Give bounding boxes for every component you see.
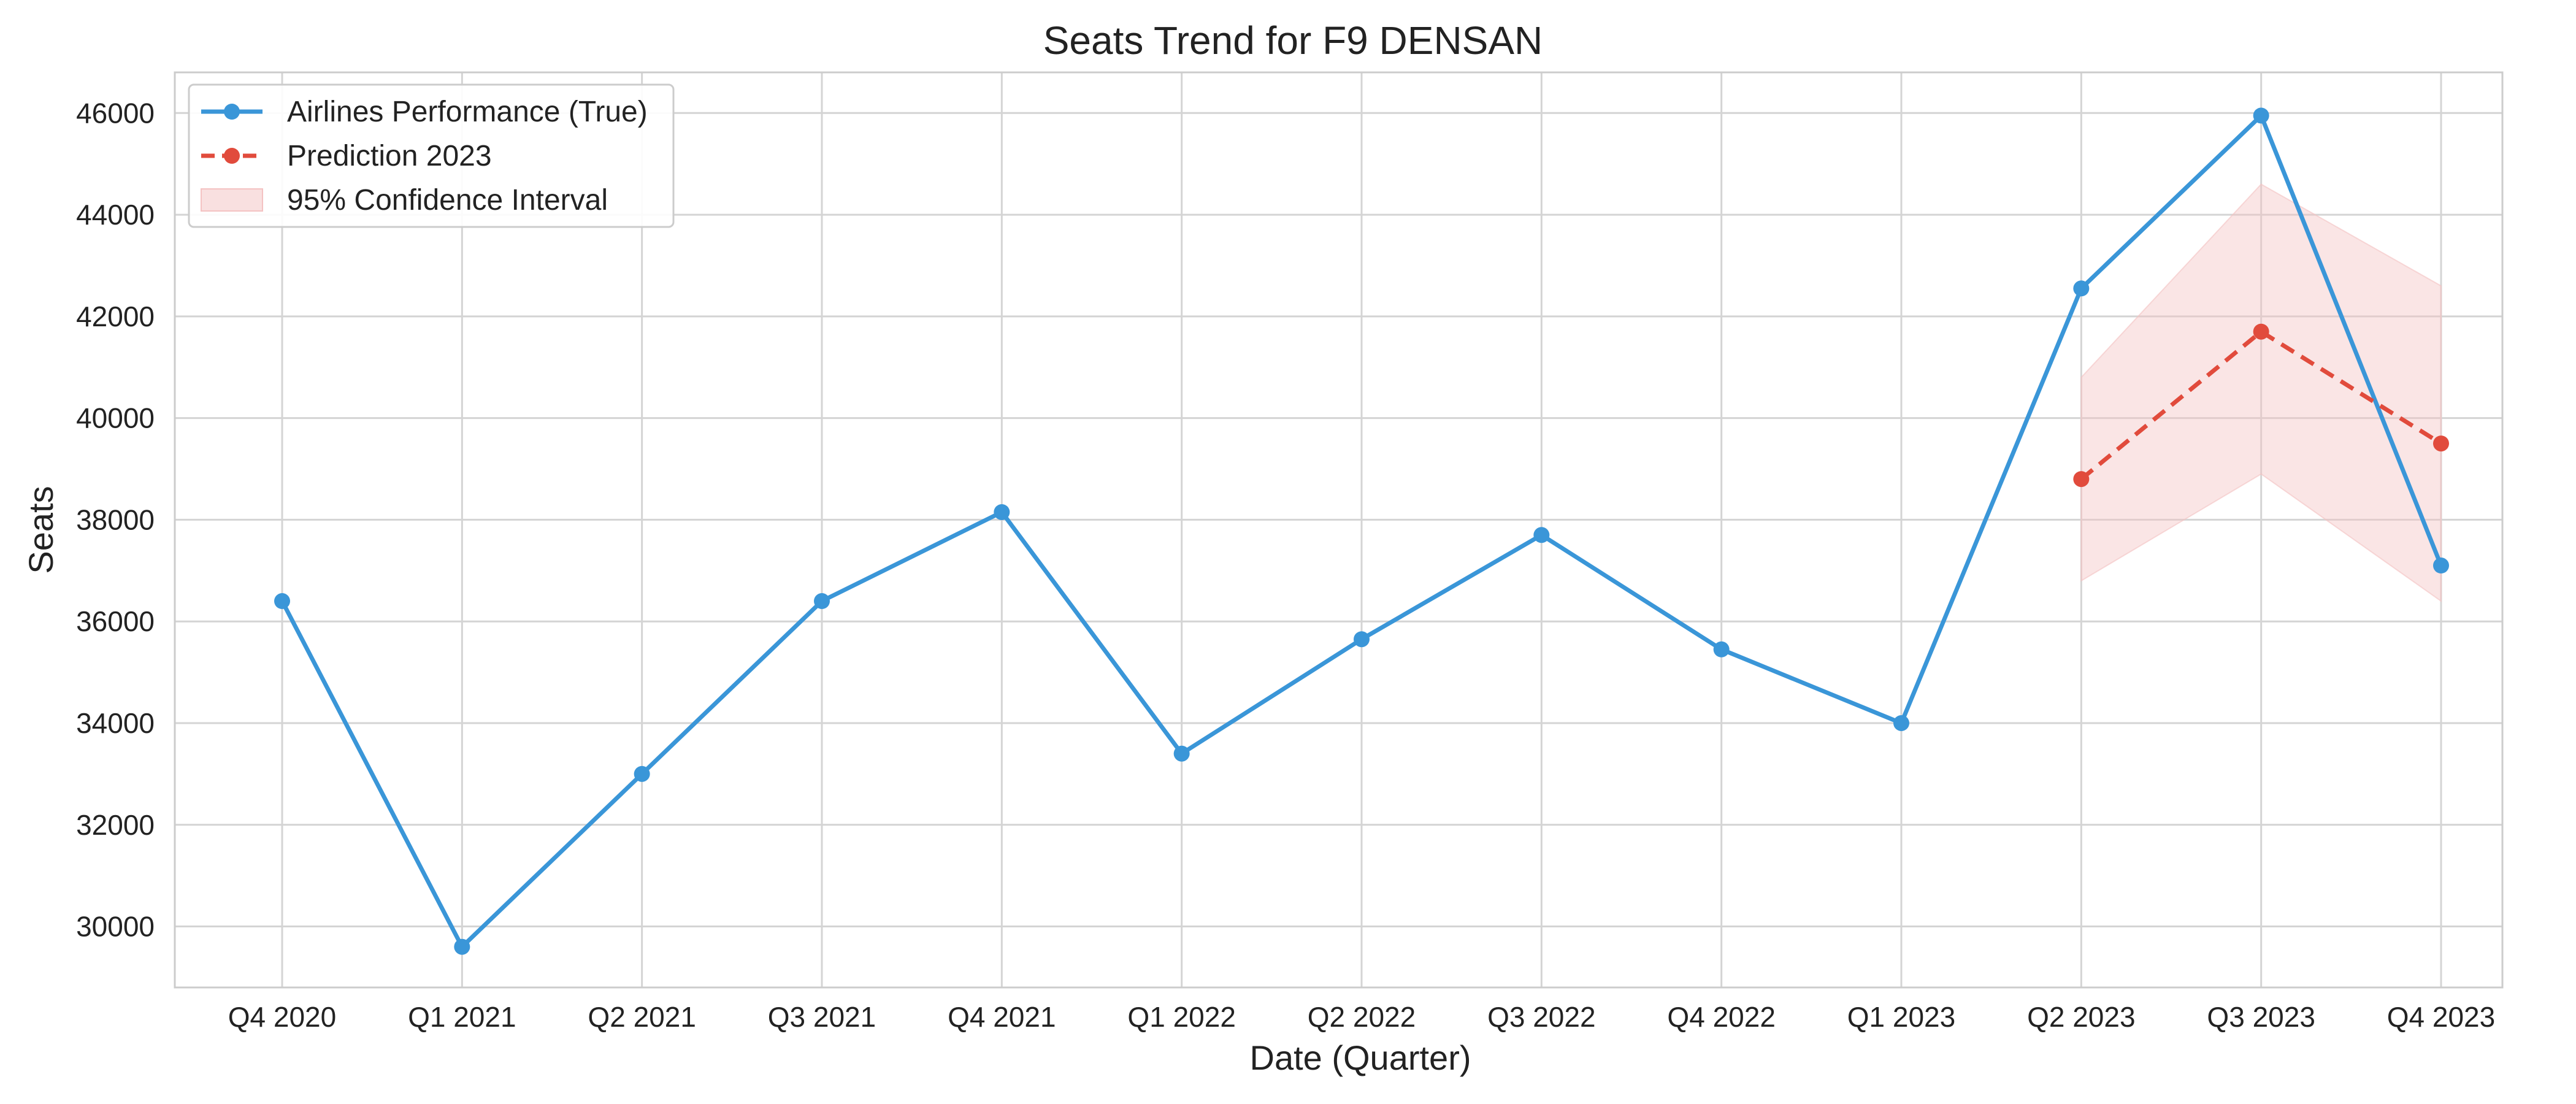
x-tick-label: Q4 2021: [948, 1001, 1056, 1033]
data-point: [1533, 527, 1550, 543]
x-tick-label: Q4 2020: [228, 1001, 336, 1033]
data-point: [2253, 323, 2269, 340]
y-tick-labels: 30000 32000 34000 36000 38000 40000 42000 44000…: [76, 97, 155, 942]
y-tick-label: 44000: [76, 199, 155, 231]
x-tick-label: Q3 2021: [768, 1001, 876, 1033]
y-tick-label: 36000: [76, 605, 155, 637]
confidence-interval-band: [2080, 183, 2442, 602]
data-point: [274, 593, 290, 610]
legend-swatch-prediction-marker: [224, 148, 240, 164]
y-tick-label: 34000: [76, 707, 155, 739]
y-tick-label: 30000: [76, 911, 155, 943]
data-point: [2433, 558, 2449, 574]
data-point: [1354, 631, 1370, 648]
data-point: [2433, 435, 2449, 452]
data-point: [2073, 280, 2090, 297]
x-tick-label: Q4 2023: [2387, 1001, 2495, 1033]
legend-label-true: Airlines Performance (True): [287, 96, 648, 128]
series-line: [2080, 329, 2442, 481]
data-point: [994, 504, 1010, 520]
confidence-band-layer: [2080, 183, 2442, 602]
x-tick-label: Q2 2021: [588, 1001, 696, 1033]
data-point: [634, 765, 650, 782]
y-tick-label: 32000: [76, 809, 155, 841]
data-point: [1893, 715, 1909, 731]
legend: Airlines Performance (True) Prediction 2…: [188, 83, 675, 228]
data-point: [814, 593, 830, 610]
x-tick-label: Q1 2021: [408, 1001, 516, 1033]
y-tick-label: 40000: [76, 402, 155, 434]
plot-frame: [174, 71, 2504, 989]
data-point: [1713, 641, 1730, 657]
data-point: [454, 938, 470, 955]
series-true: [274, 107, 2449, 955]
y-tick-label: 38000: [76, 504, 155, 535]
x-tick-label: Q2 2023: [2027, 1001, 2135, 1033]
legend-label-ci: 95% Confidence Interval: [287, 184, 608, 217]
x-tick-label: Q1 2023: [1847, 1001, 1955, 1033]
series-layer: [274, 107, 2449, 955]
legend-label-prediction: Prediction 2023: [287, 140, 492, 172]
chart-title: Seats Trend for F9 DENSAN: [1043, 18, 1543, 63]
data-point: [2073, 471, 2090, 488]
x-tick-label: Q1 2022: [1127, 1001, 1235, 1033]
legend-box: [188, 83, 675, 228]
x-tick-label: Q3 2022: [1487, 1001, 1595, 1033]
x-tick-label: Q4 2022: [1667, 1001, 1775, 1033]
legend-swatch-ci: [201, 188, 263, 212]
data-point: [1173, 745, 1190, 762]
x-tick-labels: Q4 2020 Q1 2021 Q2 2021 Q3 2021 Q4 2021 Q1 20…: [228, 1001, 2495, 1033]
x-tick-label: Q3 2023: [2207, 1001, 2315, 1033]
y-tick-label: 42000: [76, 301, 155, 332]
legend-swatch-true-marker: [224, 104, 240, 120]
data-point: [2253, 107, 2269, 124]
x-axis-label: Date (Quarter): [1250, 1038, 1471, 1077]
y-axis-label: Seats: [21, 486, 60, 573]
y-tick-label: 46000: [76, 97, 155, 129]
series-prediction: [2073, 323, 2449, 488]
x-tick-label: Q2 2022: [1308, 1001, 1416, 1033]
